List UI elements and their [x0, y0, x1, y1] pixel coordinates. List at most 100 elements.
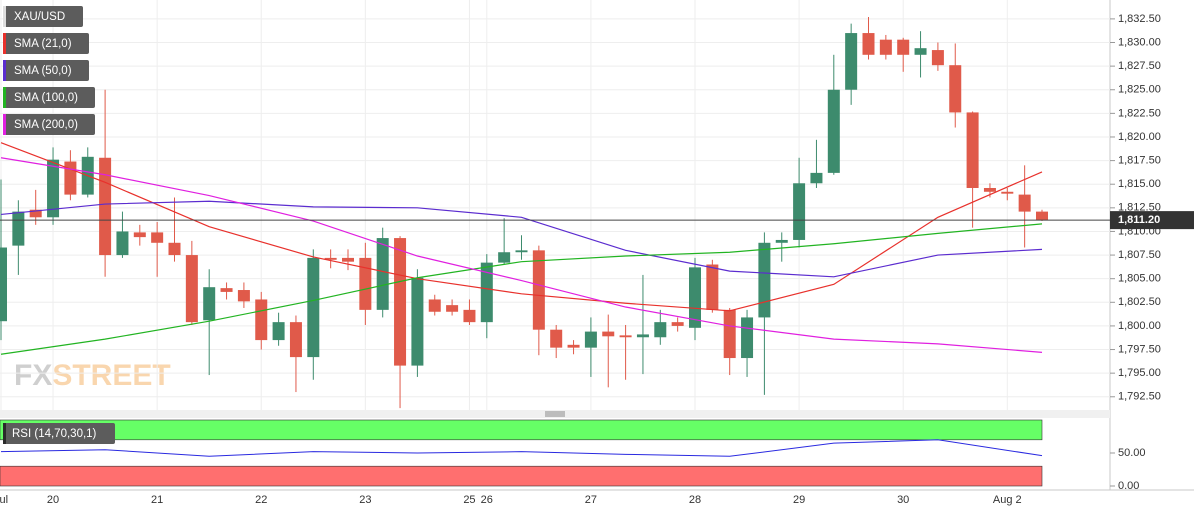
y-tick-label: 1,822.50: [1118, 107, 1161, 119]
candle-body: [185, 255, 198, 323]
rsi-line: [0, 439, 1043, 457]
candle-body: [168, 242, 181, 256]
candle-body: [619, 335, 632, 338]
sma-line: [0, 142, 1043, 312]
candle-body: [0, 247, 7, 322]
x-tick-label: Aug 2: [993, 494, 1022, 506]
y-tick-label: 1,812.50: [1118, 202, 1161, 214]
x-tick-label: 20: [47, 494, 59, 506]
legend-swatch: [3, 33, 6, 54]
y-tick-label: 1,832.50: [1118, 13, 1161, 25]
x-tick-label: 26: [481, 494, 493, 506]
legend-label: SMA (200,0): [14, 119, 78, 131]
legend-swatch: [3, 6, 6, 27]
candle-body: [845, 33, 858, 90]
candle-body: [151, 232, 164, 243]
candle-body: [342, 257, 354, 262]
candle-body: [116, 231, 129, 256]
rsi-band: [0, 419, 1043, 441]
x-tick-label: 30: [897, 494, 909, 506]
candle-body: [532, 250, 545, 330]
candle-body: [758, 242, 771, 318]
candle-body: [255, 299, 268, 341]
watermark: FXSTREET: [14, 359, 171, 392]
candle-body: [324, 257, 337, 260]
candle-body: [966, 112, 979, 188]
candle-body: [706, 264, 719, 310]
y-tick-label: 1,795.00: [1118, 367, 1161, 379]
candle-body: [376, 238, 389, 310]
rsi-band: [0, 465, 1043, 487]
legend-swatch: [3, 423, 6, 444]
candle-body: [428, 299, 441, 312]
candle-body: [741, 317, 754, 359]
legend-label: SMA (21,0): [14, 38, 72, 50]
legend-box[interactable]: [3, 423, 115, 444]
candle-body: [133, 232, 146, 238]
y-tick-label: 1,797.50: [1118, 343, 1161, 355]
candle-body: [220, 288, 233, 292]
candle-body: [775, 239, 788, 243]
candle-body: [498, 252, 511, 263]
candle-body: [1036, 211, 1048, 221]
candle-body: [411, 277, 424, 366]
candle-body: [515, 250, 528, 253]
y-tick-label: 1,807.50: [1118, 249, 1161, 261]
y-tick-label: 1,820.00: [1118, 131, 1161, 143]
candle-body: [914, 48, 927, 55]
candle-body: [949, 65, 962, 113]
candle-body: [689, 267, 701, 328]
legend-box[interactable]: [3, 6, 83, 27]
legend-box[interactable]: [3, 87, 95, 108]
candle-body: [99, 157, 112, 256]
candle-body: [636, 334, 649, 338]
x-tick-label: 25: [463, 494, 475, 506]
sma-line: [0, 200, 1043, 278]
candle-body: [237, 290, 250, 302]
x-tick-label: 28: [689, 494, 701, 506]
y-tick-label: 1,805.00: [1118, 273, 1161, 285]
candle-body: [793, 183, 806, 240]
legend-label: RSI (14,70,30,1): [12, 428, 97, 440]
candle-body: [480, 262, 493, 323]
legend-box[interactable]: [3, 60, 89, 81]
y-tick-label: 1,800.00: [1118, 320, 1161, 332]
candle-body: [463, 309, 476, 323]
legend-box[interactable]: [3, 114, 95, 135]
candle-body: [567, 344, 580, 348]
candle-body: [272, 322, 285, 341]
candle-body: [29, 209, 42, 218]
y-tick-label: 0.00: [1118, 480, 1139, 492]
y-tick-label: 1,827.50: [1118, 60, 1161, 72]
candle-body: [602, 331, 615, 337]
x-tick-label: Jul: [0, 494, 8, 506]
x-tick-label: 27: [585, 494, 597, 506]
sma-line: [0, 157, 1043, 353]
candle-body: [879, 39, 892, 55]
candle-body: [47, 159, 60, 218]
candle-body: [64, 161, 77, 195]
candle-body: [810, 172, 823, 184]
last-price-box: [1110, 211, 1194, 230]
legend-swatch: [3, 87, 6, 108]
legend-box[interactable]: [3, 33, 89, 54]
candle-body: [723, 309, 736, 359]
legend-label: SMA (100,0): [14, 92, 78, 104]
legend-label: XAU/USD: [14, 11, 65, 23]
candle-body: [862, 33, 875, 55]
candle-body: [307, 257, 320, 358]
candle-body: [671, 322, 684, 326]
candle-body: [359, 257, 372, 310]
watermark-part: STREET: [52, 359, 170, 392]
candle-body: [654, 322, 667, 338]
last-price-label: 1,811.20: [1118, 214, 1160, 226]
legend-swatch: [3, 60, 6, 81]
y-tick-label: 1,830.00: [1118, 36, 1161, 48]
x-tick-label: 29: [793, 494, 805, 506]
y-tick-label: 1,815.00: [1118, 178, 1161, 190]
y-tick-label: 1,825.00: [1118, 84, 1161, 96]
y-tick-label: 1,817.50: [1118, 155, 1161, 167]
y-tick-label: 1,802.50: [1118, 296, 1161, 308]
x-tick-label: 22: [255, 494, 267, 506]
